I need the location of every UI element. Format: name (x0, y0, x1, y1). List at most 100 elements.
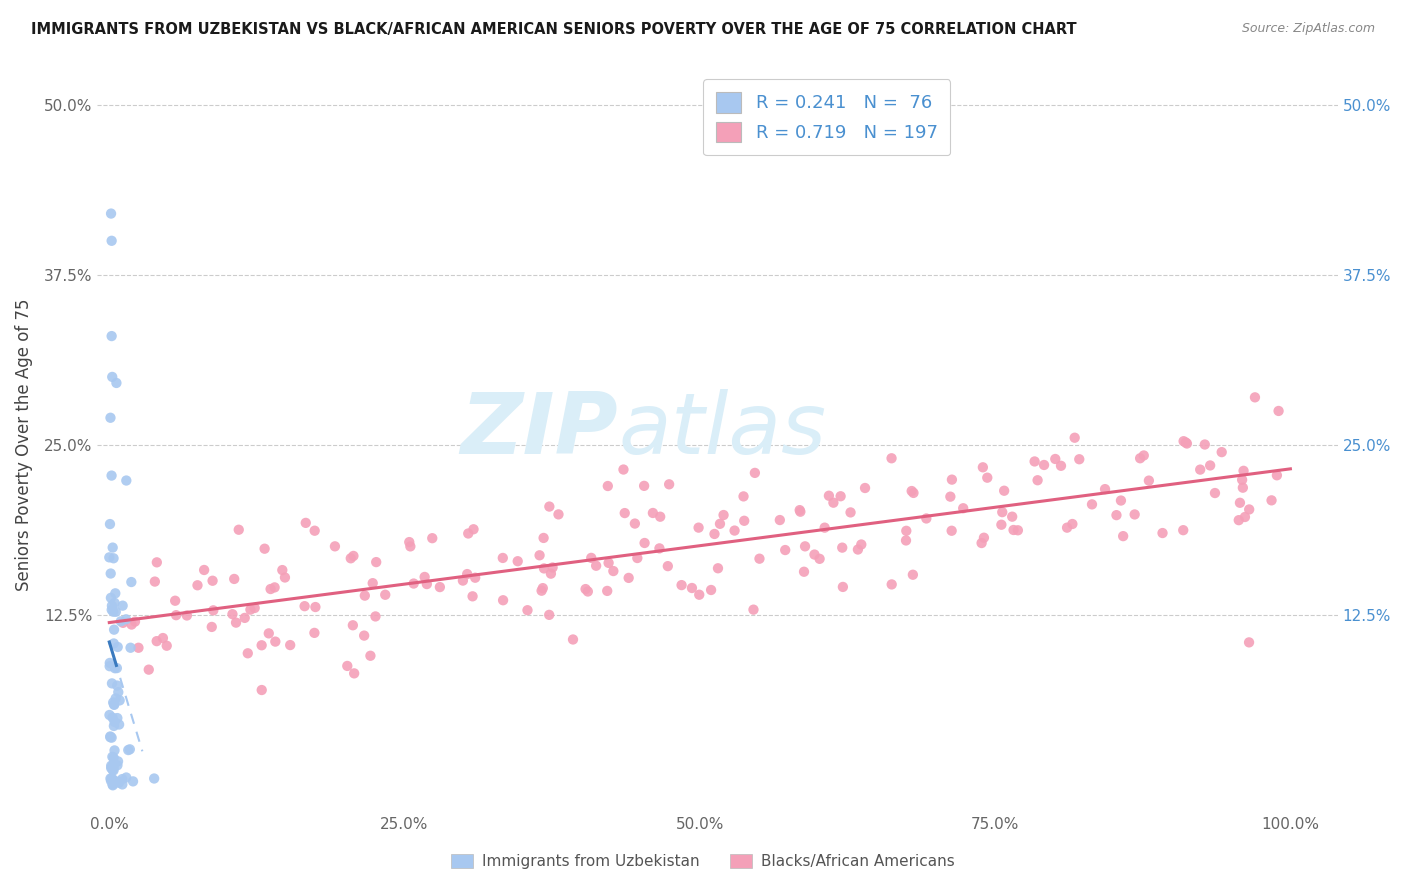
Point (562, 632, 585, 647)
Point (152, 631, 174, 645)
Point (581, 550, 603, 565)
Point (831, 580, 853, 594)
Point (108, 693, 131, 707)
Point (1199, 458, 1222, 473)
Point (915, 511, 938, 525)
Point (143, 574, 166, 589)
Point (993, 483, 1015, 498)
Point (463, 522, 485, 536)
Point (103, 605, 125, 619)
Point (703, 527, 725, 541)
Point (1174, 435, 1197, 450)
Point (105, 711, 128, 725)
Point (1244, 390, 1267, 404)
Point (98, 659, 121, 673)
Point (165, 608, 187, 623)
Point (117, 743, 139, 757)
Point (713, 508, 735, 522)
Point (1189, 462, 1212, 476)
Point (201, 620, 224, 634)
Point (457, 526, 479, 541)
Point (1045, 452, 1067, 467)
Point (973, 531, 995, 545)
Point (366, 555, 388, 569)
Point (100, 773, 122, 788)
Point (100, 468, 122, 483)
Point (658, 477, 681, 491)
Point (789, 505, 811, 519)
Point (304, 626, 326, 640)
Point (1230, 473, 1253, 487)
Point (416, 577, 439, 591)
Point (1112, 529, 1135, 543)
Point (274, 570, 297, 584)
Point (492, 551, 515, 566)
Point (250, 638, 273, 652)
Point (1109, 493, 1132, 508)
Point (823, 496, 845, 510)
Point (100, 566, 122, 581)
Point (359, 648, 381, 663)
Point (547, 508, 569, 522)
Point (700, 582, 723, 597)
Point (456, 567, 478, 582)
Point (952, 501, 974, 516)
Point (259, 582, 281, 596)
Point (709, 516, 731, 531)
Point (104, 605, 127, 619)
Point (1260, 493, 1282, 508)
Point (492, 593, 515, 607)
Point (257, 626, 280, 640)
Point (1007, 523, 1029, 537)
Point (264, 634, 287, 648)
Point (107, 640, 129, 654)
Point (1175, 436, 1198, 450)
Point (101, 778, 124, 792)
Point (1050, 458, 1073, 473)
Point (1211, 445, 1233, 459)
Point (364, 609, 387, 624)
Point (353, 589, 375, 603)
Point (224, 572, 246, 586)
Point (818, 489, 841, 503)
Legend: Immigrants from Uzbekistan, Blacks/African Americans: Immigrants from Uzbekistan, Blacks/Afric… (446, 848, 960, 875)
Point (103, 623, 125, 637)
Point (107, 758, 129, 772)
Point (323, 539, 346, 553)
Point (529, 549, 551, 563)
Point (657, 559, 679, 574)
Text: atlas: atlas (619, 389, 827, 472)
Point (650, 509, 672, 524)
Point (304, 524, 326, 538)
Point (1123, 508, 1146, 522)
Point (894, 533, 917, 548)
Point (853, 481, 876, 495)
Point (100, 772, 122, 786)
Point (641, 506, 664, 520)
Point (1204, 486, 1226, 500)
Point (225, 615, 247, 630)
Point (688, 588, 710, 602)
Point (941, 473, 963, 487)
Point (101, 749, 124, 764)
Point (671, 578, 693, 592)
Point (176, 608, 198, 623)
Point (103, 719, 125, 733)
Point (576, 584, 599, 599)
Point (100, 206, 122, 220)
Point (880, 577, 903, 591)
Point (903, 486, 925, 500)
Point (723, 524, 745, 538)
Point (941, 524, 963, 538)
Point (602, 564, 624, 578)
Point (138, 663, 160, 677)
Point (115, 474, 138, 488)
Point (429, 580, 451, 594)
Point (108, 774, 131, 789)
Point (688, 521, 710, 535)
Point (105, 661, 128, 675)
Text: IMMIGRANTS FROM UZBEKISTAN VS BLACK/AFRICAN AMERICAN SENIORS POVERTY OVER THE AG: IMMIGRANTS FROM UZBEKISTAN VS BLACK/AFRI… (31, 22, 1077, 37)
Point (808, 551, 831, 566)
Point (1173, 523, 1195, 537)
Point (402, 576, 425, 591)
